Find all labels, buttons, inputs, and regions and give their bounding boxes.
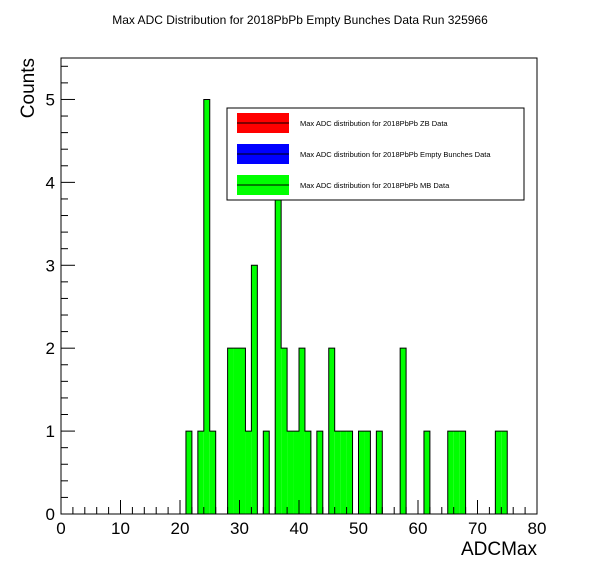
histogram-bar [364,431,371,514]
x-tick-label: 10 [111,519,130,538]
y-tick-label: 1 [46,422,55,441]
y-tick-label: 4 [46,173,55,192]
chart-title: Max ADC Distribution for 2018PbPb Empty … [112,13,488,27]
histogram-bar [245,431,252,514]
histogram-bar [275,182,282,514]
histogram-bar [251,265,258,514]
histogram-bar [447,431,454,514]
y-tick-label: 3 [46,256,55,275]
histogram-bar [304,431,311,514]
histogram-bar [197,431,204,514]
histogram-bar [495,431,502,514]
x-tick-label: 20 [171,519,190,538]
x-tick-label: 40 [290,519,309,538]
legend-label: Max ADC distribution for 2018PbPb ZB Dat… [300,119,448,128]
legend: Max ADC distribution for 2018PbPb ZB Dat… [226,107,525,201]
y-tick-label: 2 [46,339,55,358]
axis-layer: 0 10 20 30 40 50 60 70 80 0 1 2 3 4 5 [46,65,547,538]
histogram-bar [293,431,299,514]
x-tick-label: 60 [409,519,428,538]
x-tick-label: 70 [468,519,487,538]
legend-label: Max ADC distribution for 2018PbPb Empty … [300,150,491,159]
histogram-bar [185,431,192,514]
histogram-bar [340,431,347,514]
histogram-bar [239,348,246,514]
histogram-bar [287,431,294,514]
histogram-bar [358,431,365,514]
x-tick-label: 30 [230,519,249,538]
histogram-bar [209,431,216,514]
histogram-bar [501,431,508,514]
legend-label: Max ADC distribution for 2018PbPb MB Dat… [300,181,450,190]
legend-items: Max ADC distribution for 2018PbPb ZB Dat… [237,113,491,195]
histogram-bar [459,431,466,514]
histogram-bar [263,431,270,514]
histogram-bar [400,348,407,514]
histogram-bar [299,348,305,514]
x-tick-label: 0 [56,519,65,538]
histogram-bar [203,99,210,515]
y-tick-label: 0 [46,505,55,524]
histogram-bar [328,348,335,514]
y-axis-label: Counts [18,58,39,118]
histogram-bar [423,431,430,514]
histogram-bar [334,431,341,514]
x-tick-label: 80 [528,519,547,538]
histogram-bar [233,348,240,514]
x-tick-label: 50 [349,519,368,538]
histogram-bar [227,348,234,514]
x-axis-label: ADCMax [461,539,538,560]
histogram-bar [453,431,460,514]
y-tick-label: 5 [46,90,55,109]
histogram-bar [376,431,383,514]
histogram-bar [346,431,353,514]
histogram-bar [281,348,288,514]
histogram-bar [316,431,323,514]
